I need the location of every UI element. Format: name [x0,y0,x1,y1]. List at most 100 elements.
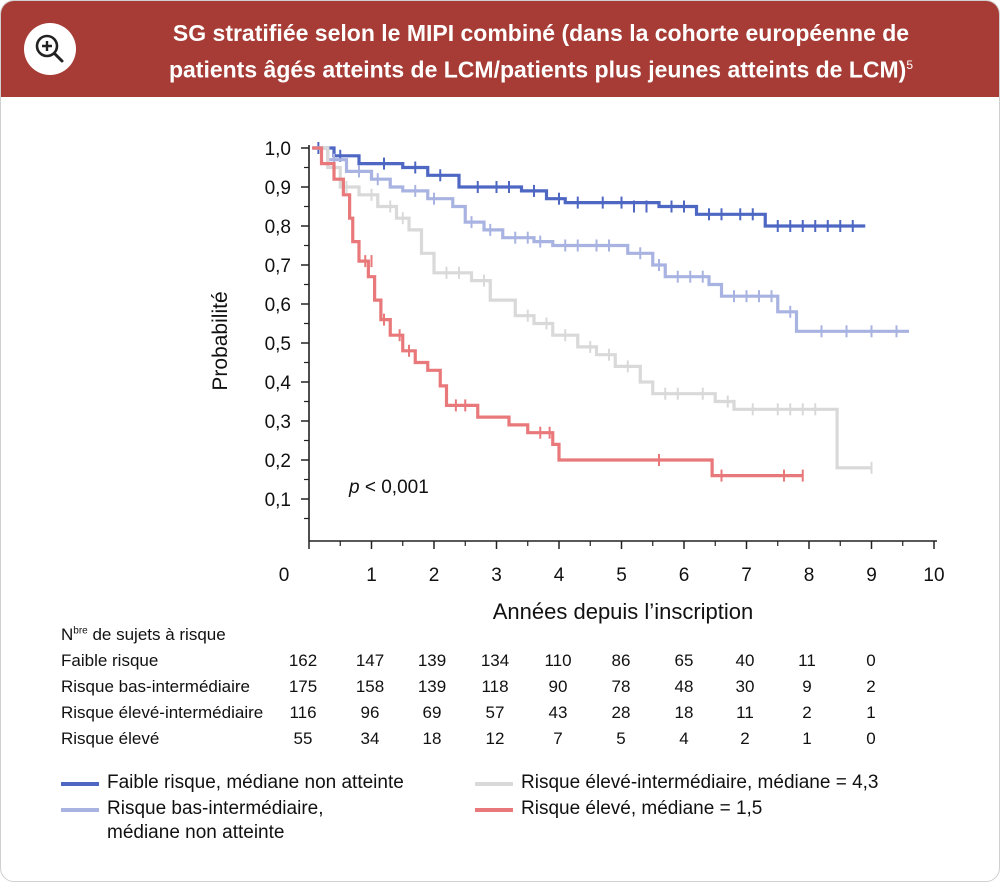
x-tick-label: 9 [866,565,877,586]
risk-count: 110 [544,651,572,670]
risk-count: 96 [360,703,380,722]
x-tick-label: 8 [804,565,815,586]
legend-label: Risque élevé-intermédiaire, médiane = 4,… [521,772,879,793]
risk-count: 18 [422,729,442,748]
risk-count: 162 [288,651,318,670]
risk-count: 34 [360,729,380,748]
risk-row: Faible risque 162 147 139 134 110 86 65 40 11 0 [1,651,999,675]
legend-label: Risque élevé, médiane = 1,5 [521,798,763,819]
risk-count: 139 [417,651,447,670]
risk-count: 1 [802,729,812,748]
risk-count: 57 [485,703,505,722]
risk-count: 43 [548,703,568,722]
risk-title-sup: bre [73,625,88,637]
legend-label: Risque bas-intermédiaire, médiane non att… [107,798,324,843]
risk-count: 48 [674,677,694,696]
risk-row-label: Faible risque [61,651,159,670]
risk-count: 118 [481,677,509,696]
risk-count: 11 [798,651,816,670]
risk-count: 4 [679,729,689,748]
legend-swatch [61,808,99,812]
risk-count: 5 [616,729,626,748]
p-value: < 0,001 [360,477,429,498]
legend-swatch [475,782,513,786]
risk-row: Risque élevé 55 34 18 12 7 5 4 2 1 0 [1,729,999,753]
legend-swatch [61,782,99,786]
x-tick-label: 0 [279,565,290,586]
risk-count: 18 [674,703,694,722]
risk-title-prefix: N [61,625,74,644]
risk-count: 175 [288,677,318,696]
title-line-2: patients âgés atteints de LCM/patients p… [168,56,907,83]
risk-count: 69 [422,703,442,722]
y-tick-label: 0,1 [265,490,291,511]
x-tick-label: 1 [366,565,377,586]
risk-count: 134 [480,651,510,670]
risk-row-label: Risque élevé-intermédiaire [61,703,264,722]
risk-count: 2 [740,729,750,748]
risk-count: 1 [866,703,876,722]
p-value-annotation: p < 0,001 [348,477,429,498]
risk-count: 147 [355,651,385,670]
risk-title-suffix: de sujets à risque [87,625,226,644]
risk-count: 30 [735,677,755,696]
y-tick-label: 0,3 [265,412,291,433]
figure-title: SG stratifiée selon le MIPI combiné (dan… [101,17,981,86]
risk-row: Risque élevé-intermédiaire 116 96 69 57 43 28 1… [1,703,999,727]
risk-count: 158 [355,677,385,696]
survival-curves [312,142,909,482]
y-tick-label: 0,2 [265,451,291,472]
x-tick-label: 7 [741,565,752,586]
risk-count: 40 [735,651,755,670]
y-tick-label: 0,4 [265,373,292,394]
figure-header: SG stratifiée selon le MIPI combiné (dan… [1,1,999,97]
y-tick-label: 0,7 [265,256,291,277]
title-line-1: SG stratifiée selon le MIPI combiné (dan… [172,20,910,46]
risk-count: 90 [548,677,568,696]
zoom-in-button[interactable] [23,22,77,76]
km-chart: 1,0 0,9 0,8 0,7 0,6 0,5 0,4 0,3 0,2 0,1 0 1 2 3 4 5 6 7 8… [209,139,945,624]
risk-count: 139 [417,677,447,696]
risk-count: 28 [611,703,631,722]
risk-count: 86 [611,651,631,670]
risk-count: 65 [674,651,694,670]
x-tick-label: 6 [679,565,690,586]
zoom-in-icon [24,23,76,75]
risk-count: 0 [866,729,876,748]
y-tick-label: 1,0 [265,139,291,160]
y-tick-label: 0,9 [265,178,291,199]
km-curve [312,146,866,228]
y-tick-label: 0,6 [265,295,291,316]
x-ticks: 0 1 2 3 4 5 6 7 8 9 10 [279,541,945,586]
legend-swatch [475,808,513,812]
y-axis-label: Probabilité [209,291,232,390]
x-tick-label: 3 [491,565,502,586]
risk-count: 116 [289,703,317,722]
x-tick-label: 5 [616,565,627,586]
p-symbol: p [348,477,360,498]
km-curve [312,146,803,478]
title-footnote-ref: 5 [906,58,914,72]
risk-count: 9 [802,677,812,696]
risk-count: 2 [802,703,812,722]
legend-label: Faible risque, médiane non atteinte [107,772,404,793]
y-tick-label: 0,5 [265,334,291,355]
risk-row-label: Risque bas-intermédiaire [61,677,250,696]
y-tick-label: 0,8 [265,217,291,238]
risk-count: 2 [866,677,876,696]
x-tick-label: 2 [429,565,440,586]
risk-count: 7 [553,729,563,748]
risk-row-label: Risque élevé [61,729,160,748]
risk-count: 11 [736,703,754,722]
risk-count: 0 [866,651,876,670]
x-axis-label: Années depuis l’inscription [493,599,754,624]
km-curve [312,146,909,333]
x-tick-label: 4 [554,565,565,586]
km-curve [312,146,872,470]
risk-table-title: Nbre de sujets à risque [61,625,226,645]
risk-row: Risque bas-intermédiaire 175 158 139 118 90 78… [1,677,999,701]
risk-count: 12 [485,729,505,748]
y-ticks: 1,0 0,9 0,8 0,7 0,6 0,5 0,4 0,3 0,2 0,1 [265,139,309,520]
x-tick-label: 10 [923,565,944,586]
